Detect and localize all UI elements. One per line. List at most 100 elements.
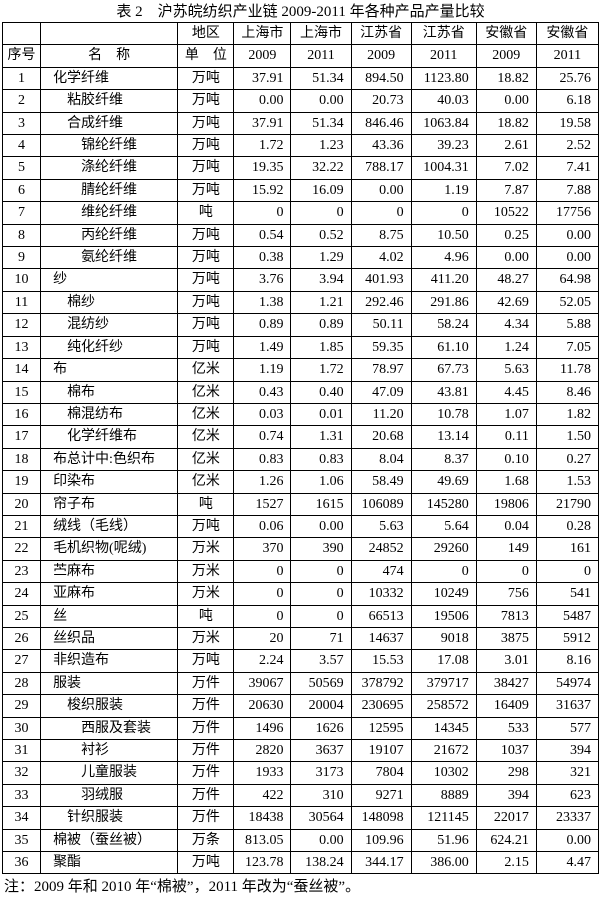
value-cell: 3875: [475, 626, 537, 651]
unit-cell: 万吨: [177, 268, 235, 292]
product-name: 绒线（毛线）: [40, 514, 179, 539]
value-cell: 43.81: [410, 380, 477, 404]
value-cell: 0: [290, 559, 352, 584]
table-row: 9 氨纶纤维 万吨 0.38 1.29 4.02 4.96 0.00 0.00: [1, 246, 600, 270]
product-name: 棉混纺布: [40, 402, 179, 427]
value-cell: 788.17: [350, 156, 412, 180]
value-cell: 58.49: [350, 470, 412, 494]
value-cell: 0.74: [233, 425, 292, 449]
value-cell: 25.76: [535, 66, 600, 91]
value-cell: 1.23: [290, 134, 352, 158]
value-cell: 1.53: [535, 470, 600, 494]
value-cell: 11.78: [535, 358, 600, 382]
value-cell: 10522: [475, 201, 537, 225]
header-unit-label: 单 位: [177, 44, 235, 68]
unit-cell: 万件: [177, 694, 235, 718]
value-cell: 8.37: [410, 447, 477, 472]
product-name: 帘子布: [40, 492, 179, 516]
value-cell: 19506: [410, 604, 477, 628]
row-number: 10: [1, 268, 42, 292]
value-cell: 624.21: [475, 828, 537, 853]
unit-cell: 万件: [177, 716, 235, 741]
value-cell: 0.43: [233, 380, 292, 404]
value-cell: 18438: [233, 806, 292, 830]
unit-cell: 亿米: [177, 402, 235, 427]
value-cell: 1.72: [290, 358, 352, 382]
row-number: 5: [1, 156, 42, 180]
value-cell: 401.93: [350, 268, 412, 292]
value-cell: 541: [535, 582, 600, 606]
value-cell: 10249: [410, 582, 477, 606]
value-cell: 0: [233, 582, 292, 606]
product-name: 苎麻布: [40, 559, 179, 584]
table-row: 28 服装 万件 39067 50569 378792 379717 38427 54974: [1, 671, 600, 696]
value-cell: 52.05: [535, 290, 600, 315]
value-cell: 0.01: [290, 402, 352, 427]
value-cell: 8.75: [350, 223, 412, 248]
value-cell: 58.24: [410, 313, 477, 337]
product-name: 纯化纤纱: [40, 335, 179, 360]
table-row: 26 丝织品 万米 20 71 14637 9018 3875 5912: [1, 626, 600, 651]
value-cell: 3.57: [290, 649, 352, 673]
unit-cell: 亿米: [177, 358, 235, 382]
product-name: 粘胶纤维: [40, 89, 179, 113]
value-cell: 0.00: [535, 828, 600, 853]
table-row: 18 布总计中:色织布 亿米 0.83 0.83 8.04 8.37 0.10 0.27: [1, 447, 600, 472]
value-cell: 1037: [475, 738, 537, 763]
value-cell: 29260: [410, 537, 477, 561]
value-cell: 386.00: [410, 851, 477, 875]
value-cell: 12595: [350, 716, 412, 741]
value-cell: 15.53: [350, 649, 412, 673]
value-cell: 47.09: [350, 380, 412, 404]
row-number: 7: [1, 201, 42, 225]
value-cell: 0.89: [233, 313, 292, 337]
table-row: 21 绒线（毛线） 万吨 0.06 0.00 5.63 5.64 0.04 0.28: [1, 514, 600, 539]
table-row: 8 丙纶纤维 万吨 0.54 0.52 8.75 10.50 0.25 0.00: [1, 223, 600, 248]
value-cell: 19107: [350, 738, 412, 763]
table-row: 13 纯化纤纱 万吨 1.49 1.85 59.35 61.10 1.24 7.05: [1, 335, 600, 360]
table-row: 1 化学纤维 万吨 37.91 51.34 894.50 1123.80 18.82 25.76: [1, 66, 600, 91]
value-cell: 13.14: [410, 425, 477, 449]
value-cell: 0.40: [290, 380, 352, 404]
value-cell: 1063.84: [410, 111, 477, 136]
value-cell: 17.08: [410, 649, 477, 673]
table-header: 地区 上海市 上海市 江苏省 江苏省 安徽省 安徽省 序号 名 称 单 位 20…: [1, 21, 600, 68]
table-row: 36 聚酯 万吨 123.78 138.24 344.17 386.00 2.15 4.47: [1, 851, 600, 875]
production-table: 地区 上海市 上海市 江苏省 江苏省 安徽省 安徽省 序号 名 称 单 位 20…: [1, 21, 600, 875]
row-number: 27: [1, 649, 42, 673]
value-cell: 30564: [290, 806, 352, 830]
value-cell: 21790: [535, 492, 600, 516]
value-cell: 291.86: [410, 290, 477, 315]
value-cell: 24852: [350, 537, 412, 561]
value-cell: 7.87: [475, 178, 537, 203]
value-cell: 1933: [233, 761, 292, 785]
value-cell: 7.05: [535, 335, 600, 360]
header-year: 2011: [410, 44, 477, 68]
row-number: 36: [1, 851, 42, 875]
header-region-label: 地区: [177, 21, 235, 46]
unit-cell: 万吨: [177, 156, 235, 180]
value-cell: 422: [233, 783, 292, 808]
table-row: 3 合成纤维 万吨 37.91 51.34 846.46 1063.84 18.82 19.58: [1, 111, 600, 136]
value-cell: 51.34: [290, 66, 352, 91]
row-number: 11: [1, 290, 42, 315]
value-cell: 0: [290, 201, 352, 225]
value-cell: 7.88: [535, 178, 600, 203]
value-cell: 19.35: [233, 156, 292, 180]
value-cell: 16409: [475, 694, 537, 718]
value-cell: 50569: [290, 671, 352, 696]
unit-cell: 吨: [177, 492, 235, 516]
value-cell: 106089: [350, 492, 412, 516]
table-row: 35 棉被（蚕丝被） 万条 813.05 0.00 109.96 51.96 624.21 0.…: [1, 828, 600, 853]
unit-cell: 万吨: [177, 66, 235, 91]
product-name: 腈纶纤维: [40, 178, 179, 203]
unit-cell: 万吨: [177, 111, 235, 136]
value-cell: 0.52: [290, 223, 352, 248]
value-cell: 394: [535, 738, 600, 763]
unit-cell: 万吨: [177, 514, 235, 539]
value-cell: 10332: [350, 582, 412, 606]
value-cell: 1.49: [233, 335, 292, 360]
table-row: 20 帘子布吨 1527 1615 106089 145280 19806 21790: [1, 492, 600, 516]
product-name: 毛机织物(呢绒): [40, 537, 179, 561]
value-cell: 38427: [475, 671, 537, 696]
